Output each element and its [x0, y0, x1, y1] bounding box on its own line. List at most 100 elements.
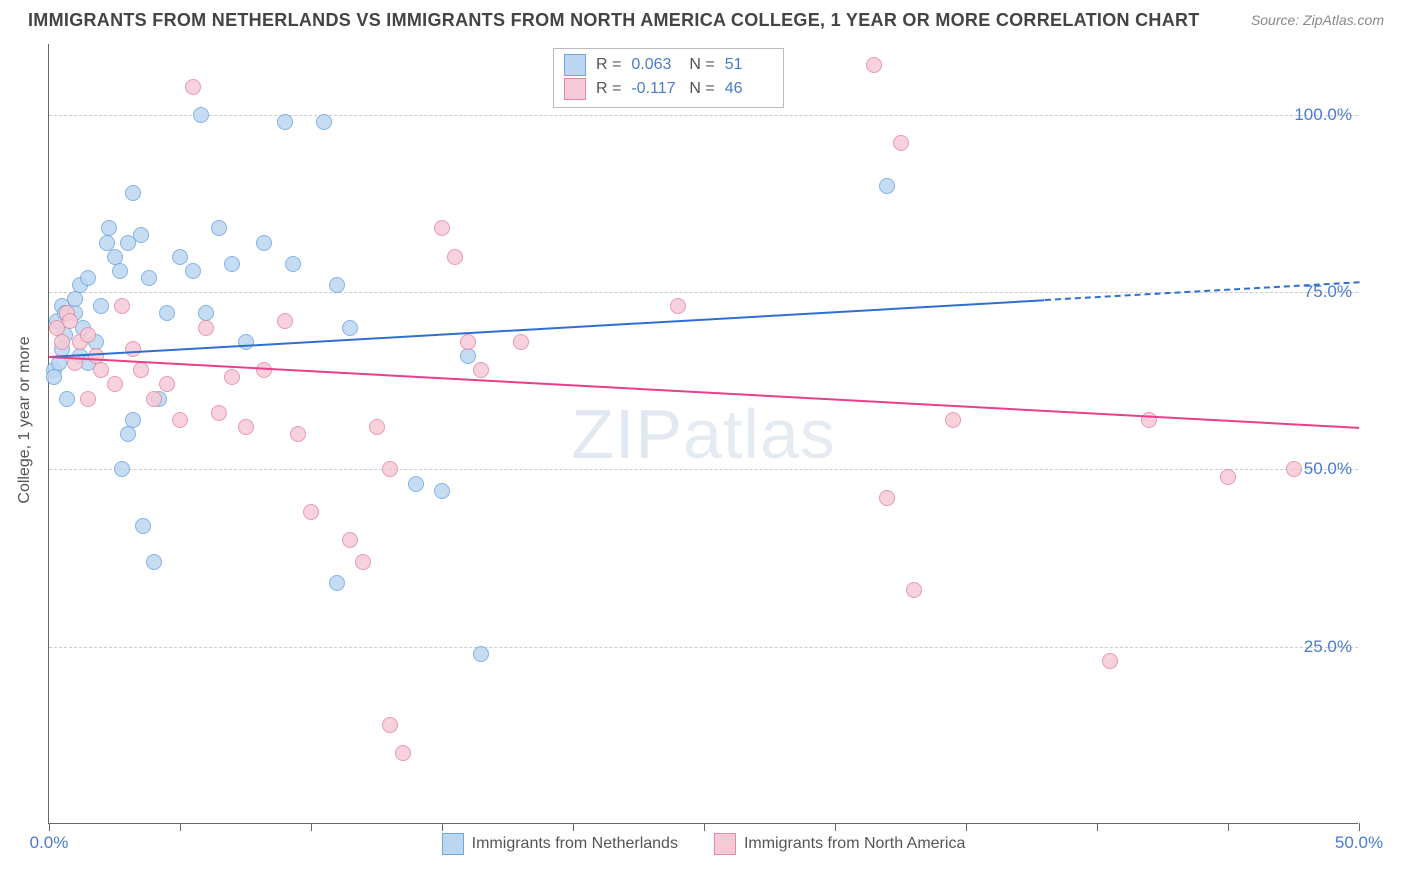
data-point-north_america: [238, 419, 254, 435]
data-point-netherlands: [316, 114, 332, 130]
xtick: [311, 823, 312, 831]
stat-n-label: N =: [689, 77, 714, 101]
gridline-h: [49, 647, 1358, 648]
data-point-netherlands: [460, 348, 476, 364]
data-point-north_america: [54, 334, 70, 350]
data-point-north_america: [1141, 412, 1157, 428]
data-point-north_america: [303, 504, 319, 520]
data-point-netherlands: [342, 320, 358, 336]
ytick-label: 25.0%: [1304, 637, 1352, 657]
source-attribution: Source: ZipAtlas.com: [1251, 12, 1384, 28]
xtick: [573, 823, 574, 831]
xtick: [49, 823, 50, 831]
data-point-north_america: [1286, 461, 1302, 477]
xtick: [1359, 823, 1360, 831]
stats-legend-box: R = 0.063 N = 51 R = -0.117 N = 46: [553, 48, 784, 108]
data-point-netherlands: [133, 227, 149, 243]
data-point-netherlands: [59, 391, 75, 407]
data-point-north_america: [224, 369, 240, 385]
data-point-netherlands: [238, 334, 254, 350]
data-point-netherlands: [224, 256, 240, 272]
data-point-north_america: [879, 490, 895, 506]
data-point-north_america: [369, 419, 385, 435]
stat-n-value-netherlands: 51: [725, 53, 773, 77]
data-point-netherlands: [101, 220, 117, 236]
data-point-netherlands: [141, 270, 157, 286]
data-point-north_america: [382, 717, 398, 733]
data-point-north_america: [866, 57, 882, 73]
data-point-north_america: [447, 249, 463, 265]
data-point-netherlands: [125, 185, 141, 201]
data-point-north_america: [460, 334, 476, 350]
data-point-north_america: [277, 313, 293, 329]
watermark: ZIPatlas: [571, 394, 836, 474]
data-point-netherlands: [277, 114, 293, 130]
data-point-north_america: [1220, 469, 1236, 485]
stats-row-north-america: R = -0.117 N = 46: [564, 77, 773, 101]
legend-item-netherlands: Immigrants from Netherlands: [442, 833, 678, 855]
data-point-north_america: [93, 362, 109, 378]
data-point-netherlands: [112, 263, 128, 279]
data-point-north_america: [290, 426, 306, 442]
data-point-netherlands: [285, 256, 301, 272]
data-point-north_america: [125, 341, 141, 357]
xtick: [180, 823, 181, 831]
ytick-label: 100.0%: [1294, 105, 1352, 125]
legend-label-north-america: Immigrants from North America: [744, 835, 965, 853]
xtick: [704, 823, 705, 831]
swatch-north-america: [564, 78, 586, 100]
data-point-netherlands: [211, 220, 227, 236]
data-point-north_america: [256, 362, 272, 378]
gridline-h: [49, 469, 1358, 470]
data-point-netherlands: [329, 277, 345, 293]
data-point-north_america: [172, 412, 188, 428]
data-point-north_america: [395, 745, 411, 761]
data-point-north_america: [906, 582, 922, 598]
bottom-legend: Immigrants from Netherlands Immigrants f…: [49, 833, 1358, 855]
data-point-north_america: [434, 220, 450, 236]
data-point-north_america: [382, 461, 398, 477]
stat-r-label: R =: [596, 77, 621, 101]
legend-label-netherlands: Immigrants from Netherlands: [472, 835, 678, 853]
data-point-netherlands: [80, 270, 96, 286]
data-point-netherlands: [93, 298, 109, 314]
data-point-north_america: [355, 554, 371, 570]
data-point-north_america: [473, 362, 489, 378]
chart-title: IMMIGRANTS FROM NETHERLANDS VS IMMIGRANT…: [28, 10, 1200, 31]
data-point-north_america: [114, 298, 130, 314]
data-point-north_america: [198, 320, 214, 336]
data-point-netherlands: [114, 461, 130, 477]
data-point-north_america: [62, 313, 78, 329]
data-point-netherlands: [135, 518, 151, 534]
stats-row-netherlands: R = 0.063 N = 51: [564, 53, 773, 77]
data-point-north_america: [80, 391, 96, 407]
data-point-north_america: [670, 298, 686, 314]
watermark-part-b: atlas: [683, 395, 836, 473]
data-point-north_america: [1102, 653, 1118, 669]
data-point-netherlands: [329, 575, 345, 591]
data-point-north_america: [513, 334, 529, 350]
xtick: [442, 823, 443, 831]
xtick-label: 50.0%: [1335, 833, 1383, 853]
stat-n-label: N =: [689, 53, 714, 77]
data-point-netherlands: [120, 426, 136, 442]
chart-plot-area: ZIPatlas R = 0.063 N = 51 R = -0.117 N =…: [48, 44, 1358, 824]
xtick-label: 0.0%: [30, 833, 69, 853]
xtick: [835, 823, 836, 831]
data-point-netherlands: [172, 249, 188, 265]
data-point-netherlands: [473, 646, 489, 662]
data-point-north_america: [893, 135, 909, 151]
ytick-label: 50.0%: [1304, 459, 1352, 479]
data-point-netherlands: [46, 369, 62, 385]
data-point-netherlands: [193, 107, 209, 123]
legend-swatch-north-america: [714, 833, 736, 855]
data-point-north_america: [211, 405, 227, 421]
legend-swatch-netherlands: [442, 833, 464, 855]
data-point-north_america: [159, 376, 175, 392]
data-point-north_america: [107, 376, 123, 392]
data-point-netherlands: [256, 235, 272, 251]
stat-r-value-north-america: -0.117: [631, 77, 679, 101]
data-point-north_america: [185, 79, 201, 95]
data-point-netherlands: [408, 476, 424, 492]
data-point-netherlands: [146, 554, 162, 570]
